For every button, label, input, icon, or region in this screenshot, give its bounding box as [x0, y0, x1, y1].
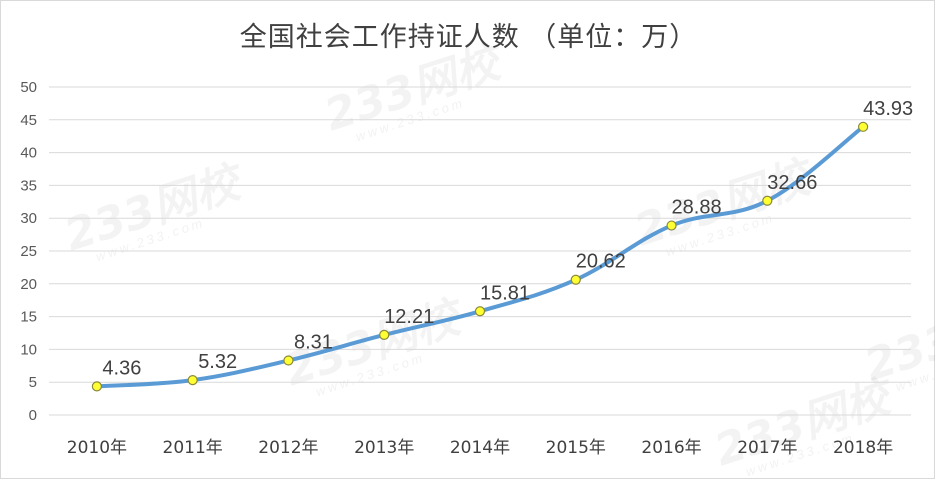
data-point: [283, 355, 294, 366]
watermark: 233网校www.233.com: [319, 35, 512, 144]
data-point: [187, 375, 198, 386]
data-point: [570, 274, 581, 285]
series-layer: [91, 121, 869, 392]
y-tick-label: 45: [20, 112, 37, 129]
y-tick-label: 20: [20, 276, 37, 293]
x-tick-label: 2017年: [737, 438, 797, 458]
data-labels: 4.36 5.32 8.31 12.21 15.81 20.62 28.88 32.66 43.…: [102, 98, 913, 380]
data-point: [858, 121, 869, 132]
y-tick-label: 50: [20, 79, 37, 96]
y-tick-label: 35: [20, 177, 37, 194]
y-tick-label: 15: [20, 309, 37, 326]
data-label: 15.81: [480, 282, 530, 304]
data-label: 12.21: [384, 306, 434, 328]
x-tick-label: 2013年: [354, 438, 414, 458]
y-tick-label: 40: [20, 145, 37, 162]
data-label: 28.88: [672, 197, 722, 219]
watermark-layer: 233网校www.233.com 233网校www.233.com 233网校www…: [59, 35, 935, 479]
y-tick-label: 10: [20, 341, 37, 358]
data-point: [762, 195, 773, 206]
gridlines: [49, 86, 911, 416]
data-point: [379, 329, 390, 341]
y-tick-label: 0: [29, 407, 37, 424]
x-tick-label: 2014年: [450, 438, 510, 458]
data-point: [91, 381, 102, 392]
x-tick-label: 2016年: [641, 438, 701, 458]
x-axis-ticks: 2010年 2011年 2012年 2013年 2014年 2015年 2016年 2017年…: [67, 438, 893, 458]
y-tick-label: 5: [29, 374, 37, 391]
watermark: 233网校www.233.com: [629, 150, 822, 259]
chart-title: 全国社会工作持证人数 （单位：万）: [239, 22, 698, 53]
x-tick-label: 2018年: [833, 438, 893, 458]
y-tick-label: 30: [20, 210, 37, 227]
data-point: [474, 306, 486, 317]
y-axis-ticks: 0 5 10 15 20 25 30 35 40 45 50: [20, 79, 37, 424]
data-label: 8.31: [294, 331, 333, 353]
x-tick-label: 2011年: [163, 438, 223, 458]
data-label: 43.93: [863, 98, 913, 120]
data-label: 4.36: [102, 357, 141, 379]
watermark: 233网校www.233.com: [59, 155, 252, 264]
y-tick-label: 25: [20, 243, 37, 260]
data-point: [666, 220, 677, 231]
x-tick-label: 2012年: [258, 438, 318, 458]
x-tick-label: 2015年: [546, 438, 606, 458]
series-line: [94, 124, 866, 389]
x-tick-label: 2010年: [67, 438, 127, 458]
data-label: 32.66: [767, 172, 817, 194]
data-label: 5.32: [198, 351, 237, 373]
data-label: 20.62: [576, 251, 626, 273]
